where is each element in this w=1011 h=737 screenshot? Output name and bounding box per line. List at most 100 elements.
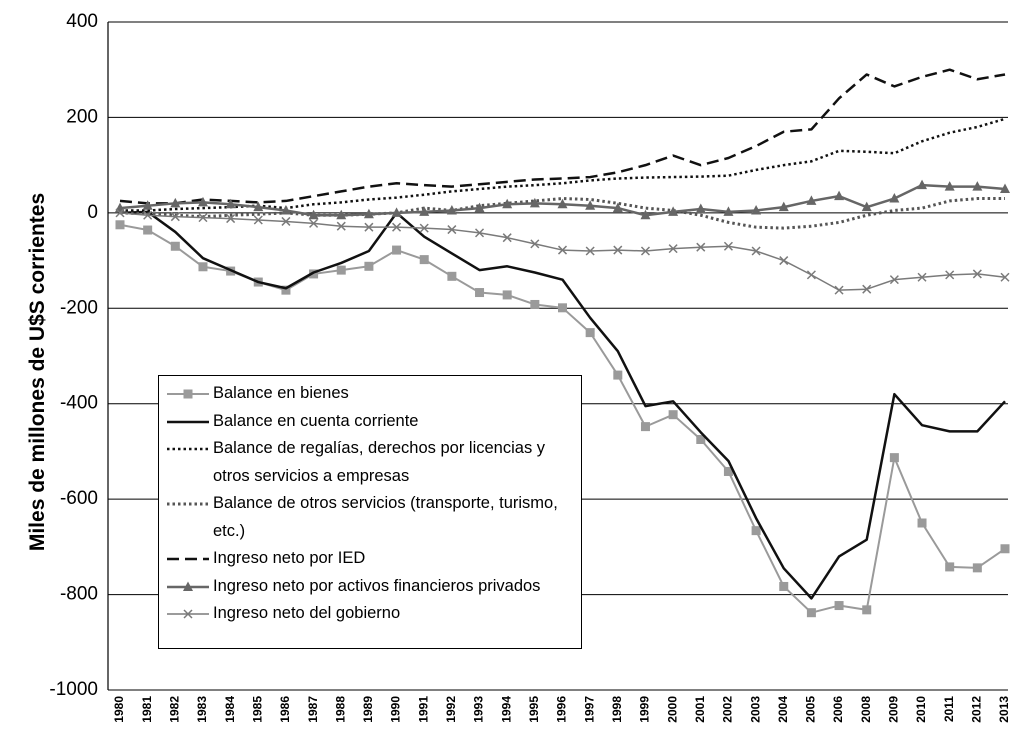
data-point <box>170 197 181 208</box>
legend-label: Balance en bienes <box>213 384 349 402</box>
legend-swatch <box>167 389 209 399</box>
data-point <box>944 181 955 191</box>
data-point <box>889 453 899 463</box>
legend-item: Ingreso neto por activos financieros pri… <box>165 573 575 601</box>
data-point <box>336 209 347 220</box>
legend: Balance en bienes Balance en cuenta corri… <box>158 375 582 649</box>
data-point <box>585 328 595 338</box>
x-tick-label: 2004 <box>776 696 790 723</box>
data-point <box>972 563 982 573</box>
data-point <box>447 271 457 281</box>
legend-item: Balance de regalías, derechos por licenc… <box>165 435 575 490</box>
data-point <box>529 197 540 208</box>
data-point <box>502 290 512 300</box>
y-tick-label: 400 <box>66 11 98 32</box>
legend-swatch <box>167 609 209 619</box>
data-point <box>613 245 623 255</box>
legend-swatch <box>167 581 209 591</box>
data-point <box>640 209 651 220</box>
x-tick-label: 1993 <box>472 696 486 723</box>
data-point <box>889 193 900 203</box>
y-tick-label: 0 <box>87 202 98 223</box>
series-line <box>119 197 1005 230</box>
x-tick-label: 2013 <box>997 696 1011 723</box>
legend-marker <box>183 581 193 591</box>
data-point <box>972 269 982 279</box>
data-point <box>363 208 374 219</box>
data-point <box>142 200 153 210</box>
x-tick-label: 1988 <box>333 696 347 723</box>
x-tick-label: 2006 <box>831 696 845 723</box>
series-line <box>119 210 1006 600</box>
data-point <box>779 581 789 591</box>
y-axis-label: Miles de millones de U$S corrientes <box>26 193 49 551</box>
x-tick-label: 1996 <box>555 696 569 723</box>
data-point <box>945 270 955 280</box>
data-point <box>281 216 291 226</box>
data-point <box>612 202 623 213</box>
data-point <box>143 210 153 220</box>
x-tick-label: 1986 <box>278 696 292 723</box>
data-point <box>806 195 817 205</box>
data-point <box>253 215 263 225</box>
x-tick-label: 2011 <box>942 696 956 722</box>
data-point <box>281 285 291 295</box>
data-point <box>143 225 153 235</box>
data-point <box>530 239 540 249</box>
legend-item: Balance en cuenta corriente <box>165 408 575 436</box>
x-tick-label: 1992 <box>444 696 458 723</box>
data-point <box>640 246 650 256</box>
x-tick-label: 1997 <box>582 696 596 723</box>
x-tick-label: 1995 <box>527 696 541 723</box>
data-point <box>1000 544 1010 554</box>
data-point <box>419 255 429 265</box>
data-point <box>917 272 927 282</box>
data-point <box>530 299 540 309</box>
data-point <box>751 246 761 256</box>
data-point <box>336 265 346 275</box>
data-point <box>917 179 928 190</box>
data-point <box>474 202 485 213</box>
data-point <box>889 275 899 285</box>
x-tick-label: 1994 <box>499 696 513 723</box>
legend-marker <box>183 609 193 619</box>
data-point <box>834 190 845 201</box>
data-point <box>585 200 596 210</box>
y-tick-label: 200 <box>66 106 98 127</box>
data-point <box>115 208 125 218</box>
legend-label: Balance de regalías, derechos por licenc… <box>213 439 546 485</box>
data-point <box>806 270 816 280</box>
data-point <box>253 201 264 212</box>
legend-marker <box>183 389 193 399</box>
legend-label: Ingreso neto por activos financieros pri… <box>213 576 541 595</box>
data-point <box>862 605 872 615</box>
data-point <box>557 245 568 255</box>
legend-swatch <box>167 557 209 561</box>
data-point <box>751 526 761 536</box>
x-tick-label: 2000 <box>665 696 679 723</box>
legend-swatch <box>167 420 209 423</box>
x-tick-label: 1999 <box>638 696 652 723</box>
data-point <box>447 225 457 235</box>
legend-item: Balance de otros servicios (transporte, … <box>165 490 575 545</box>
legend-label: Ingreso neto por IED <box>213 549 366 567</box>
series-line <box>119 68 1006 205</box>
data-point <box>419 206 430 216</box>
x-tick-label: 1981 <box>140 696 154 723</box>
legend-item: Ingreso neto por IED <box>165 545 575 573</box>
data-point <box>778 201 789 212</box>
x-tick-label: 1983 <box>195 696 209 723</box>
data-point <box>475 228 485 238</box>
x-tick-label: 1985 <box>250 696 264 723</box>
data-point <box>779 256 789 266</box>
data-point <box>723 466 733 476</box>
x-tick-label: 2002 <box>721 696 735 723</box>
data-point <box>115 220 125 230</box>
data-point <box>668 244 678 254</box>
data-point <box>613 370 623 380</box>
data-point <box>309 218 319 228</box>
data-point <box>695 203 706 214</box>
x-tick-label: 2008 <box>859 696 873 723</box>
data-point <box>502 198 513 209</box>
